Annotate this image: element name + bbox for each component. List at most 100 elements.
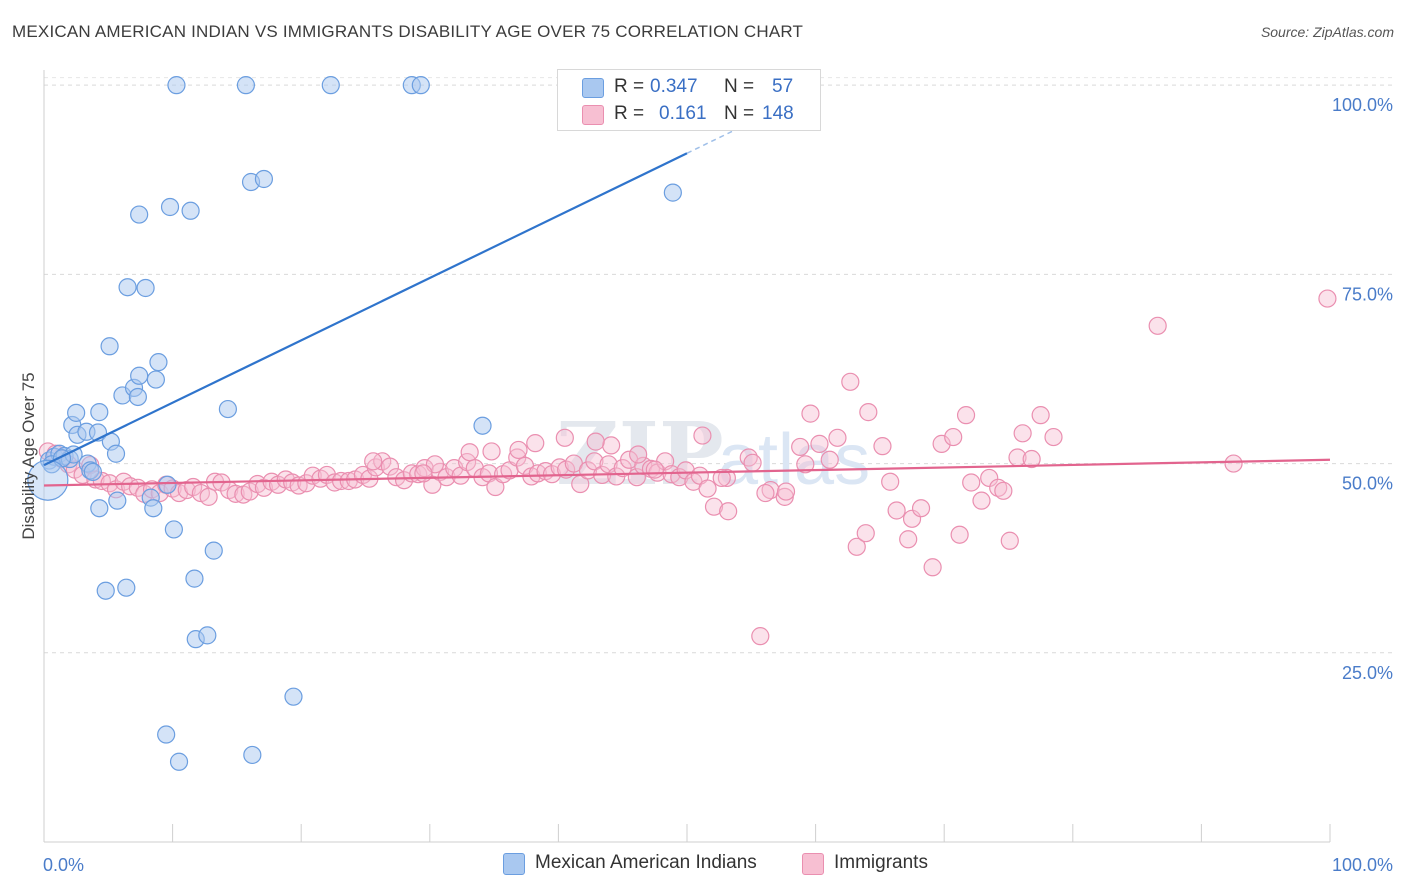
n-label: N = [724, 76, 755, 97]
immigrants-point [121, 477, 140, 496]
mexican-american-indians-point [157, 725, 176, 744]
mexican-american-indians-point [169, 752, 189, 771]
immigrants-point [881, 472, 900, 491]
immigrants-point [240, 482, 259, 501]
legend-label: Mexican American Indians [535, 852, 757, 873]
immigrants-point [693, 426, 712, 445]
mexican-american-indians-point [167, 76, 186, 95]
r-value: 0.161 [659, 103, 707, 124]
immigrants-point [1013, 424, 1032, 443]
mexican-american-indians-point [130, 205, 149, 224]
mexican-american-indians-large-point [27, 459, 69, 501]
y-tick-label: 75.0% [1342, 284, 1393, 304]
mexican-american-indians-point [198, 626, 217, 645]
immigrants-point [1031, 406, 1050, 425]
x-tick-label: 100.0% [1332, 855, 1393, 875]
mexican-american-indians-point [204, 541, 223, 560]
immigrants-point [944, 427, 963, 447]
pink-swatch [582, 105, 604, 125]
mexican-american-indians-point [185, 569, 204, 588]
immigrants-point [1148, 316, 1167, 335]
immigrants-point [698, 479, 717, 498]
mexican-american-indians-point [83, 462, 102, 481]
immigrants-points [38, 289, 1337, 646]
immigrants-point [364, 452, 383, 471]
mexican-american-indians-point [321, 76, 340, 95]
n-value: 57 [772, 76, 794, 97]
immigrants-point [962, 473, 981, 492]
pink-swatch [802, 853, 824, 875]
immigrants-point [482, 442, 501, 461]
immigrants-point [887, 501, 906, 520]
immigrants-point [585, 452, 604, 471]
immigrants-point [645, 460, 664, 479]
mexican-american-indians-point [67, 403, 86, 422]
mexican-american-indians-point [106, 444, 126, 463]
immigrants-point [586, 432, 605, 451]
mexican-american-indians-point [254, 169, 274, 189]
mexican-american-indians-point [411, 76, 430, 95]
mexican-american-indians-point [136, 278, 155, 298]
immigrants-point [923, 558, 942, 577]
y-tick-label: 25.0% [1342, 663, 1393, 683]
immigrants-point [526, 434, 545, 453]
immigrants-point [629, 445, 648, 464]
mexican-american-indians-point [473, 416, 492, 435]
immigrants-point [717, 468, 736, 488]
mexican-american-indians-point [108, 491, 127, 510]
blue-swatch [503, 853, 525, 875]
y-tick-label: 100.0% [1332, 95, 1393, 115]
immigrants-trendline [43, 458, 1331, 487]
immigrants-point [325, 473, 344, 492]
mexican-american-indians-point [118, 278, 137, 297]
mexican-american-indians-point [160, 197, 180, 217]
mexican-american-indians-point [90, 499, 109, 518]
immigrants-point [950, 525, 969, 544]
immigrants-point [899, 530, 918, 549]
legend-label: Immigrants [834, 852, 928, 873]
immigrants-point [847, 537, 866, 556]
chart-title: MEXICAN AMERICAN INDIAN VS IMMIGRANTS DI… [12, 22, 804, 41]
immigrants-point [756, 483, 775, 503]
axis-labels: 25.0% 50.0% 75.0% 100.0% 0.0% 100.0% Disabilit… [19, 95, 1393, 875]
mexican-american-indians-point [243, 745, 262, 765]
immigrants-point [932, 434, 951, 453]
immigrants-point [1044, 427, 1063, 447]
immigrants-point [743, 453, 762, 472]
immigrants-point [856, 524, 875, 543]
immigrants-point [972, 491, 991, 510]
immigrants-point [820, 450, 839, 469]
mexican-american-indians-point [117, 578, 136, 597]
immigrants-point [994, 481, 1013, 500]
stats-row-mexican-american-indians: R = 0.347 N = 57 [558, 74, 820, 100]
source-label: Source: ZipAtlas.com [1260, 24, 1394, 40]
stats-legend: R = 0.347 N = 57 R = 0.161 N = 148 [557, 69, 821, 131]
n-value: 148 [762, 103, 794, 124]
stats-row-immigrants: R = 0.161 N = 148 [558, 101, 820, 127]
immigrants-point [555, 428, 574, 447]
immigrants-point [704, 497, 724, 516]
immigrants-point [380, 457, 400, 476]
mexican-american-indians-point [158, 475, 177, 494]
mexican-american-indians-trendline [43, 152, 688, 467]
immigrants-point [331, 471, 351, 491]
immigrants-point [1318, 289, 1337, 308]
immigrants-point [776, 482, 796, 501]
immigrants-point [873, 437, 892, 456]
blue-swatch [582, 78, 604, 98]
mexican-american-indians-point [236, 76, 256, 95]
mexican-american-indians-point [164, 520, 183, 539]
gridlines [44, 77, 1392, 654]
immigrants-point [796, 455, 815, 474]
r-label: R = [614, 103, 645, 124]
mexican-american-indians-point [181, 201, 200, 220]
mexican-american-indians-point [284, 687, 303, 706]
y-axis-title: Disability Age Over 75 [19, 372, 38, 539]
immigrants-point [1022, 449, 1041, 469]
mexican-american-indians-point [100, 337, 119, 356]
immigrants-point [980, 468, 999, 488]
immigrants-point [911, 499, 931, 518]
x-tick-label: 0.0% [43, 855, 84, 875]
immigrants-point [828, 428, 847, 447]
immigrants-point [791, 437, 810, 457]
